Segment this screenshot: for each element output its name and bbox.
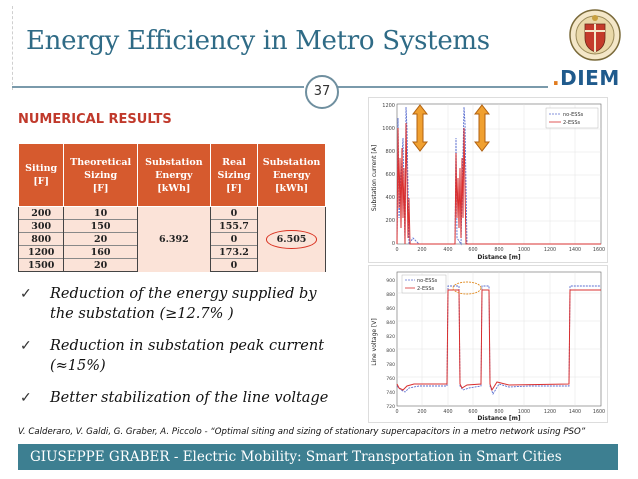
line-voltage-plot: Line voltage [V] 720 740 760 780 800 820…: [368, 265, 608, 423]
plot-xlabel: Distance [m]: [477, 254, 521, 261]
ytick: 720: [386, 404, 395, 410]
legend-entry: 2-ESSs: [417, 286, 434, 292]
highlight-circle: 6.505: [265, 229, 318, 249]
xtick: 600: [468, 247, 477, 253]
cell-real-sizing: 0: [209, 232, 259, 246]
bullet-item: ✓ Reduction in substation peak current (≈…: [20, 338, 325, 374]
cell-real-sizing: 155.7: [209, 219, 259, 233]
xtick: 1400: [569, 247, 581, 253]
ytick: 900: [386, 278, 395, 284]
xtick: 1000: [518, 409, 530, 415]
plot-ylabel: Substation current [A]: [371, 145, 378, 211]
cell-theoretical-sizing: 150: [63, 219, 138, 233]
bullet-item: ✓ Reduction of the energy supplied by the…: [20, 286, 317, 322]
check-icon: ✓: [20, 286, 32, 302]
ytick: 860: [386, 306, 395, 312]
table-row: 800 20 0: [17, 232, 326, 246]
xtick: 400: [443, 247, 452, 253]
ytick: 0: [392, 241, 395, 247]
table-row: 300 150 155.7: [17, 219, 326, 233]
legend-entry: no-ESSs: [417, 278, 438, 284]
cell-substation-energy-real: 6.505: [257, 206, 326, 272]
header-substation-energy-1: Substation Energy [kWh]: [136, 143, 211, 207]
xtick: 600: [468, 409, 477, 415]
table-header-row: Siting [F] Theoretical Sizing [F] Substatio…: [17, 143, 326, 207]
header-guide-line: [12, 6, 13, 90]
cell-siting: 800: [17, 232, 65, 246]
plot-xlabel: Distance [m]: [477, 415, 521, 422]
diem-logo-text: .DIEM: [552, 66, 620, 90]
cell-real-sizing: 0: [209, 206, 259, 220]
university-logo: .DIEM: [548, 8, 632, 94]
cell-real-sizing: 0: [209, 258, 259, 272]
table-row: 1500 20 0: [17, 258, 326, 272]
double-arrow-icon: [412, 104, 428, 152]
cell-theoretical-sizing: 10: [63, 206, 138, 220]
legend-entry: no-ESSs: [563, 112, 584, 118]
ytick: 200: [385, 218, 395, 224]
xtick: 200: [417, 247, 426, 253]
ytick: 1000: [382, 126, 395, 132]
ytick: 800: [385, 149, 395, 155]
xtick: 800: [494, 247, 503, 253]
xtick: 1600: [593, 247, 605, 253]
legend-entry: 2-ESSs: [563, 120, 580, 126]
xtick: 0: [395, 247, 398, 253]
xtick: 1000: [518, 247, 530, 253]
ytick: 840: [386, 320, 395, 326]
ytick: 780: [386, 362, 395, 368]
xtick: 800: [494, 409, 503, 415]
xtick: 1200: [544, 247, 556, 253]
cell-theoretical-sizing: 20: [63, 232, 138, 246]
ytick: 800: [386, 348, 395, 354]
substation-current-plot: Substation current [A] 0 200 400 600 800…: [368, 97, 608, 263]
cell-real-sizing: 173.2: [209, 245, 259, 259]
check-icon: ✓: [20, 338, 32, 354]
bullet-list: ✓ Reduction of the energy supplied by the…: [20, 284, 335, 420]
double-arrow-icon: [474, 104, 490, 152]
cell-siting: 1200: [17, 245, 65, 259]
ytick: 740: [386, 390, 395, 396]
cell-siting: 1500: [17, 258, 65, 272]
ytick: 820: [386, 334, 395, 340]
slide-title: Energy Efficiency in Metro Systems: [26, 26, 490, 56]
xtick: 200: [417, 409, 426, 415]
xtick: 400: [443, 409, 452, 415]
citation: V. Calderaro, V. Galdi, G. Graber, A. Pi…: [18, 427, 586, 437]
cell-theoretical-sizing: 20: [63, 258, 138, 272]
results-table: Siting [F] Theoretical Sizing [F] Substatio…: [17, 143, 326, 272]
xtick: 1600: [593, 409, 605, 415]
cell-siting: 200: [17, 206, 65, 220]
cell-substation-energy-theoretical: 6.392: [136, 206, 211, 272]
plot-ylabel: Line voltage [V]: [371, 318, 378, 366]
header-siting: Siting [F]: [17, 143, 65, 207]
header-substation-energy-2: Substation Energy [kWh]: [257, 143, 326, 207]
section-heading: NUMERICAL RESULTS: [18, 112, 172, 127]
ytick: 600: [385, 172, 395, 178]
table-row: 1200 160 173.2: [17, 245, 326, 259]
header-real-sizing: Real Sizing [F]: [209, 143, 259, 207]
bullet-item: ✓ Better stabilization of the line voltag…: [20, 390, 329, 406]
divider-left: [12, 86, 304, 88]
xtick: 1400: [569, 409, 581, 415]
ytick: 1200: [382, 103, 395, 109]
ytick: 400: [385, 195, 395, 201]
crest-icon: [569, 9, 621, 61]
cell-siting: 300: [17, 219, 65, 233]
check-icon: ✓: [20, 390, 32, 406]
xtick: 1200: [544, 409, 556, 415]
cell-theoretical-sizing: 160: [63, 245, 138, 259]
divider-right: [336, 86, 548, 88]
ytick: 880: [386, 292, 395, 298]
page-number: 37: [305, 75, 339, 109]
xtick: 0: [395, 409, 398, 415]
footer-bar: GIUSEPPE GRABER - Electric Mobility: Sma…: [18, 444, 618, 470]
header-theoretical-sizing: Theoretical Sizing [F]: [63, 143, 138, 207]
ytick: 760: [386, 376, 395, 382]
table-row: 200 10 6.392 0 6.505: [17, 206, 326, 272]
